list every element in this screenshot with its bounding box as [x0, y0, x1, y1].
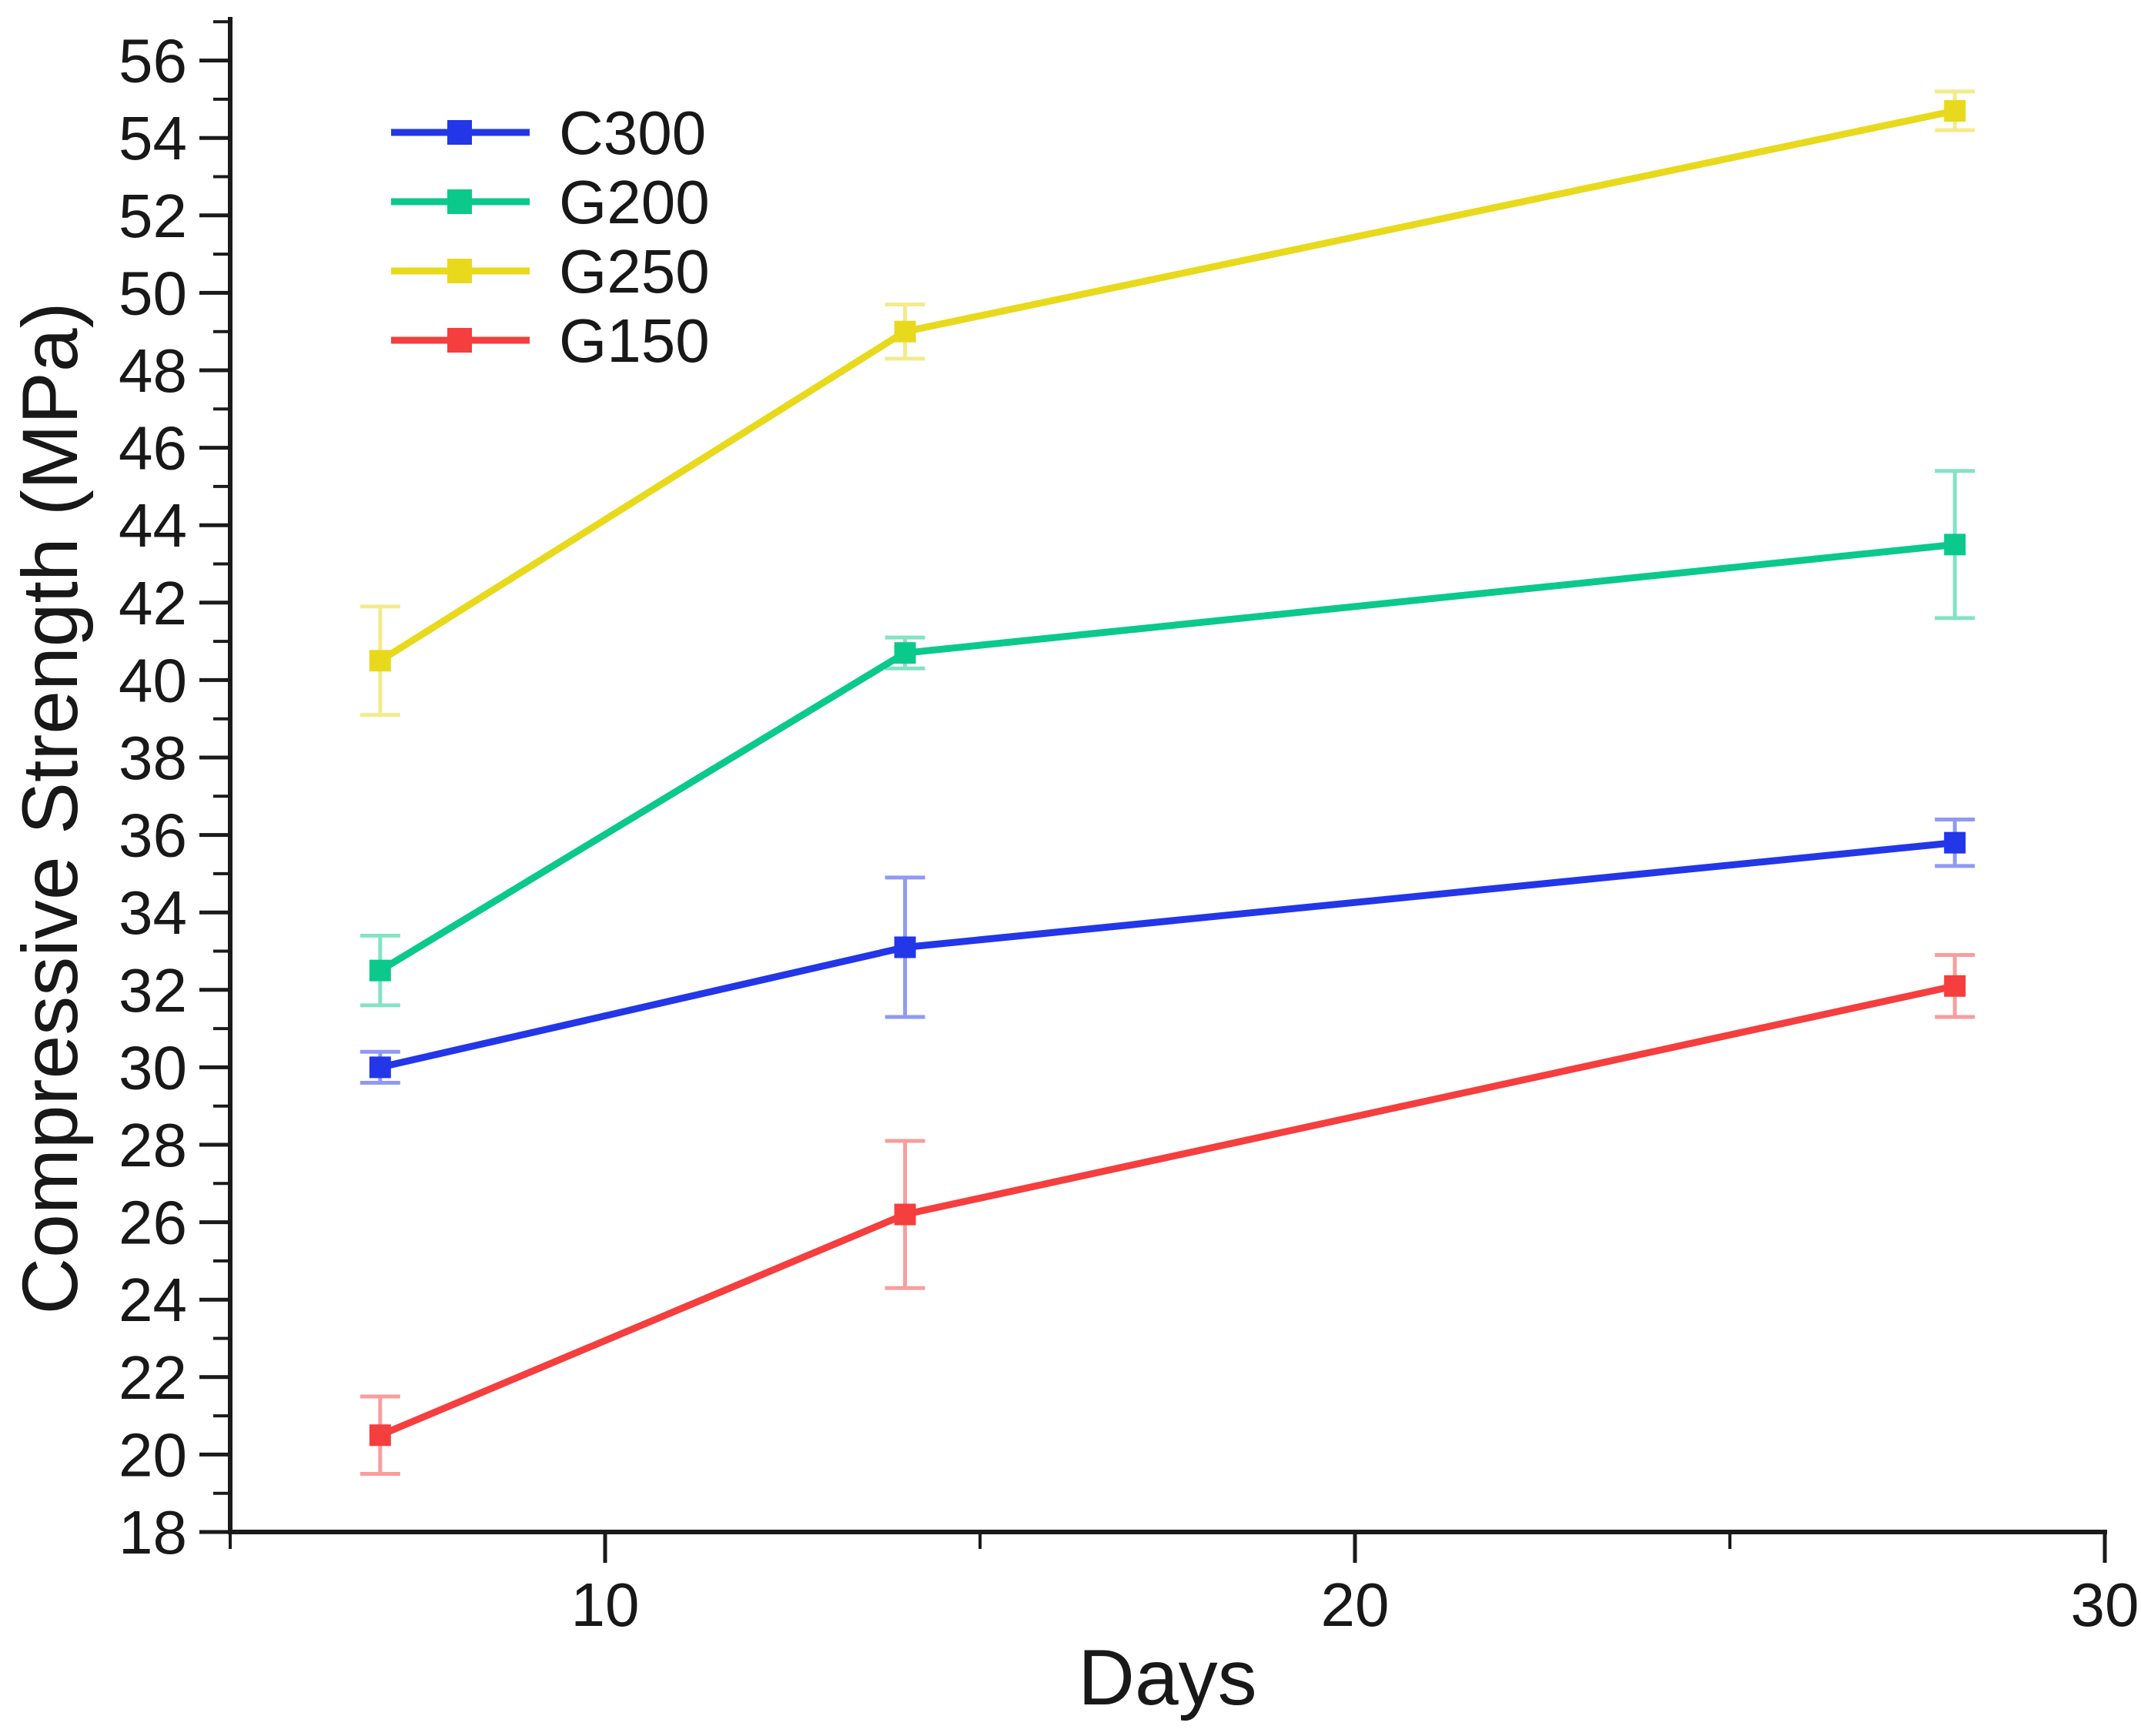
data-point-marker — [1944, 99, 1966, 122]
y-tick-label: 24 — [119, 1266, 187, 1334]
y-tick-label: 36 — [119, 801, 187, 870]
series-G150 — [360, 953, 1975, 1477]
data-point-marker — [1944, 534, 1966, 556]
y-tick-label: 48 — [119, 336, 187, 405]
data-point-marker — [369, 959, 391, 982]
y-tick-label: 18 — [119, 1498, 187, 1567]
y-tick-label: 46 — [119, 414, 187, 483]
x-tick-label: 20 — [1321, 1570, 1390, 1639]
x-axis-title: Days — [1078, 1634, 1256, 1721]
legend-marker-sample — [447, 189, 472, 214]
y-tick-label: 54 — [119, 104, 187, 172]
y-tick-label: 44 — [119, 491, 187, 560]
y-tick-label: 32 — [119, 956, 187, 1025]
x-tick-label: 30 — [2071, 1570, 2139, 1639]
y-tick-label: 56 — [119, 27, 187, 95]
data-point-marker — [369, 1424, 391, 1447]
series-line — [378, 540, 1955, 974]
data-point-marker — [894, 936, 916, 958]
y-tick-label: 28 — [119, 1111, 187, 1179]
y-tick-label: 42 — [119, 569, 187, 637]
legend-marker-sample — [447, 328, 472, 353]
y-tick-label: 40 — [119, 646, 187, 714]
legend-label: C300 — [559, 99, 706, 167]
data-point-marker — [894, 320, 916, 343]
data-point-marker — [894, 1203, 916, 1226]
y-tick-label: 30 — [119, 1033, 187, 1102]
series-line — [379, 982, 1956, 1439]
data-point-marker — [369, 1056, 391, 1079]
y-axis-title: Compressive Strength (MPa) — [6, 302, 94, 1314]
y-tick-label: 50 — [119, 259, 187, 327]
series-G200 — [360, 469, 1975, 1008]
y-tick-label: 22 — [119, 1343, 187, 1412]
legend-marker-sample — [447, 120, 472, 145]
legend-label: G250 — [559, 237, 710, 306]
y-tick-label: 52 — [119, 182, 187, 250]
data-point-marker — [1944, 831, 1966, 854]
y-tick-label: 26 — [119, 1189, 187, 1257]
legend-item-G150: G150 — [391, 306, 710, 375]
data-point-marker — [894, 642, 916, 664]
legend-marker-sample — [447, 259, 472, 283]
data-point-marker — [1944, 975, 1966, 997]
legend-label: G150 — [559, 306, 710, 375]
series-line — [379, 839, 1955, 1071]
legend-item-G250: G250 — [391, 237, 710, 306]
legend-item-G200: G200 — [391, 168, 710, 236]
x-tick-label: 10 — [571, 1570, 640, 1639]
series-C300 — [360, 817, 1975, 1085]
legend-item-C300: C300 — [391, 99, 706, 167]
legend-label: G200 — [559, 168, 710, 236]
y-tick-label: 38 — [119, 724, 187, 792]
y-tick-label: 34 — [119, 878, 187, 947]
series-G250 — [360, 89, 1975, 717]
y-tick-label: 20 — [119, 1420, 187, 1489]
data-point-marker — [369, 650, 391, 672]
